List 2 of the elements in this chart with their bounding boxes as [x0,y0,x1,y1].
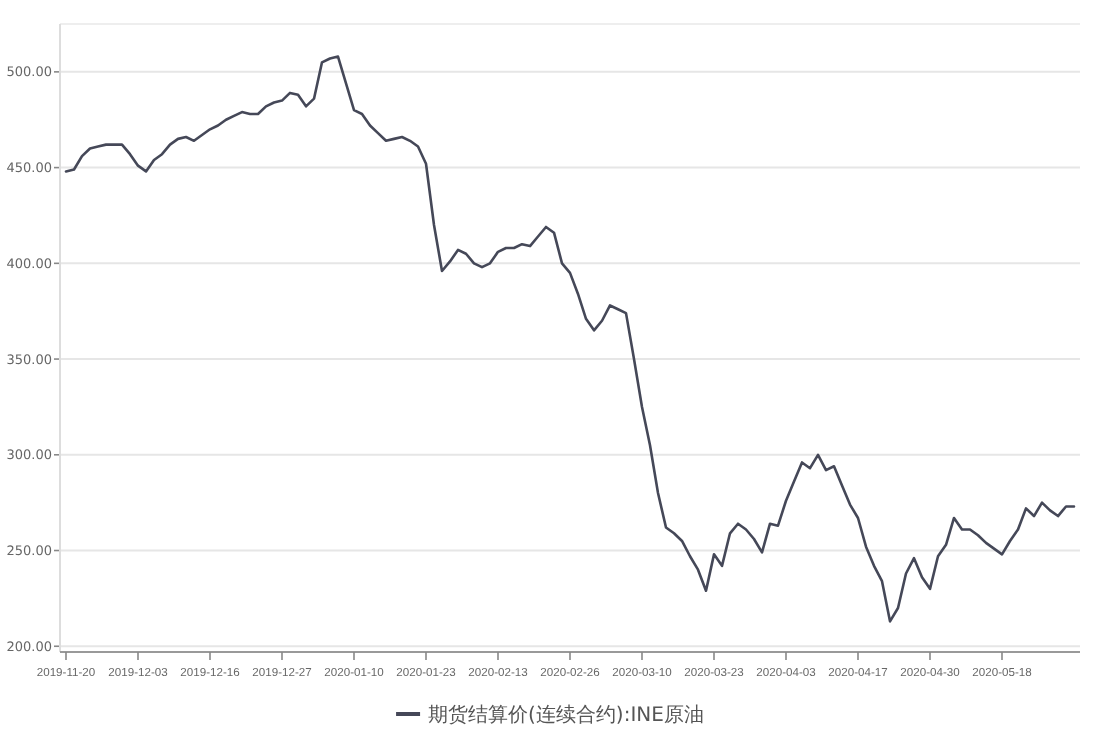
legend-label: 期货结算价(连续合约):INE原油 [428,703,704,727]
line-series [64,55,1076,623]
